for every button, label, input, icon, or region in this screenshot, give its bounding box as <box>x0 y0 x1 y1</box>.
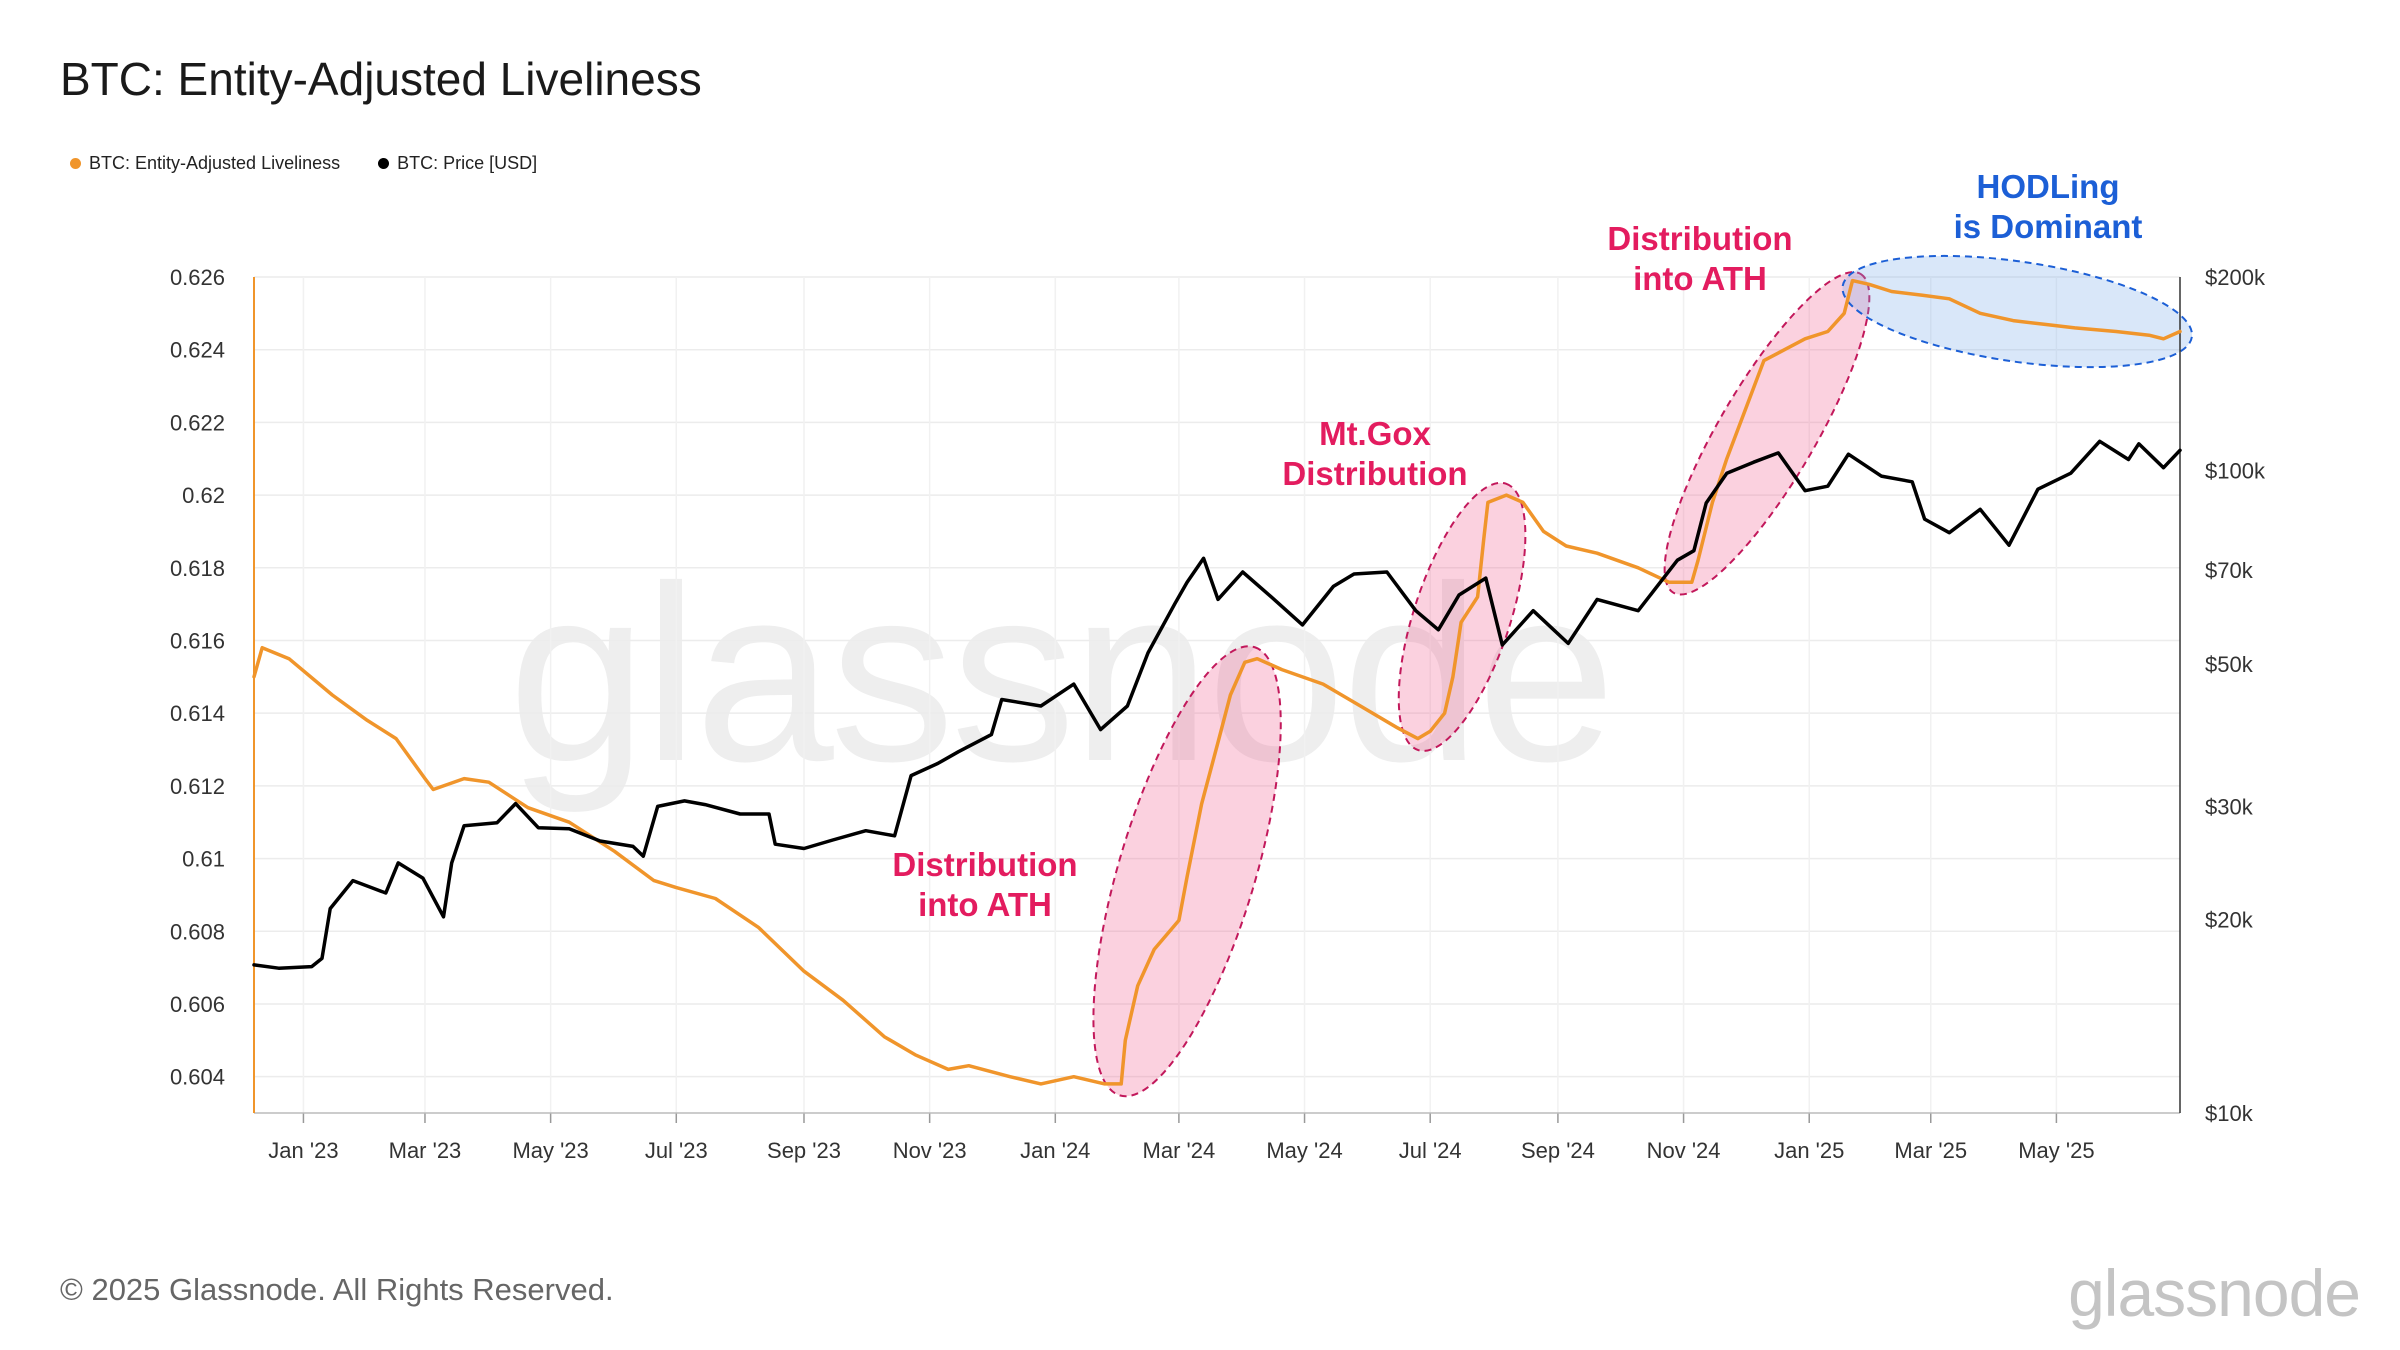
legend-dot-price <box>378 158 390 169</box>
y-left-tick-4: 0.618 <box>170 556 225 581</box>
chart-title: BTC: Entity-Adjusted Liveliness <box>60 53 702 105</box>
y-right-tick-6: $10k <box>2205 1101 2254 1126</box>
x-tick-7: Mar '24 <box>1143 1138 1216 1163</box>
x-tick-2: May '23 <box>512 1138 588 1163</box>
y-right-tick-4: $30k <box>2205 794 2254 819</box>
x-tick-8: May '24 <box>1266 1138 1342 1163</box>
legend-item-price[interactable]: BTC: Price [USD] <box>378 153 537 174</box>
chart-legend: BTC: Entity-Adjusted Liveliness BTC: Pri… <box>70 153 537 174</box>
annotation-1: Distribution into ATH <box>892 846 1077 923</box>
annotation-3-line-1: Distribution <box>1607 220 1792 257</box>
annotation-2-line-1: Mt.Gox <box>1319 415 1431 452</box>
y-left-tick-0: 0.626 <box>170 265 225 290</box>
legend-label-liveliness: BTC: Entity-Adjusted Liveliness <box>89 153 341 173</box>
grid-lines <box>254 276 2180 1113</box>
annotation-1-line-1: Distribution <box>892 846 1077 883</box>
axes: 0.626 0.624 0.622 0.62 0.618 0.616 0.614 0.612 0… <box>170 265 2266 1163</box>
x-tick-10: Sep '24 <box>1521 1138 1595 1163</box>
x-tick-3: Jul '23 <box>645 1138 708 1163</box>
annotation-ellipses <box>1092 254 2194 1098</box>
y-left-tick-10: 0.606 <box>170 992 225 1017</box>
y-right-tick-5: $20k <box>2205 908 2254 933</box>
x-tick-14: May '25 <box>2018 1138 2094 1163</box>
series-lines <box>252 278 2182 1086</box>
annotation-1-line-2: into ATH <box>918 886 1052 923</box>
y-left-tick-1: 0.624 <box>170 338 225 363</box>
annotation-3: Distribution into ATH <box>1607 220 1792 297</box>
x-tick-1: Mar '23 <box>389 1138 462 1163</box>
annotation-4-line-2: is Dominant <box>1954 208 2143 245</box>
x-tick-11: Nov '24 <box>1647 1138 1721 1163</box>
ellipse-mtgox <box>1397 481 1527 752</box>
legend-item-liveliness[interactable]: BTC: Entity-Adjusted Liveliness <box>70 153 340 174</box>
chart-watermark: glassnode <box>508 534 1612 813</box>
y-left-tick-7: 0.612 <box>170 774 225 799</box>
y-left-tick-6: 0.614 <box>170 701 225 726</box>
y-left-tick-11: 0.604 <box>170 1065 225 1090</box>
y-left-tick-2: 0.622 <box>170 410 225 435</box>
glassnode-logo: glassnode <box>2068 1256 2361 1330</box>
ellipse-distribution-2 <box>1663 271 1871 596</box>
y-left-tick-5: 0.616 <box>170 628 225 653</box>
y-left-tick-3: 0.62 <box>182 483 225 508</box>
y-right-tick-3: $50k <box>2205 652 2254 677</box>
y-right-tick-0: $200k <box>2205 265 2266 290</box>
x-tick-5: Nov '23 <box>893 1138 967 1163</box>
annotation-4: HODLing is Dominant <box>1954 168 2143 245</box>
annotation-3-line-2: into ATH <box>1633 260 1767 297</box>
x-tick-6: Jan '24 <box>1020 1138 1090 1163</box>
x-tick-4: Sep '23 <box>767 1138 841 1163</box>
series-line-price <box>252 439 2182 970</box>
x-tick-13: Mar '25 <box>1894 1138 1967 1163</box>
x-tick-0: Jan '23 <box>268 1138 338 1163</box>
annotation-4-line-1: HODLing <box>1977 168 2120 205</box>
copyright-text: © 2025 Glassnode. All Rights Reserved. <box>60 1272 614 1307</box>
legend-label-price: BTC: Price [USD] <box>397 153 538 173</box>
annotation-2: Mt.Gox Distribution <box>1282 415 1467 492</box>
y-left-tick-9: 0.608 <box>170 919 225 944</box>
x-tick-12: Jan '25 <box>1774 1138 1844 1163</box>
y-right-tick-2: $70k <box>2205 558 2254 583</box>
annotation-2-line-2: Distribution <box>1282 455 1467 492</box>
y-right-tick-1: $100k <box>2205 458 2266 483</box>
x-tick-9: Jul '24 <box>1399 1138 1462 1163</box>
series-line-liveliness <box>252 278 2182 1086</box>
ellipse-hodling <box>1841 254 2194 369</box>
y-left-tick-8: 0.61 <box>182 847 225 872</box>
legend-dot-liveliness <box>70 158 81 169</box>
